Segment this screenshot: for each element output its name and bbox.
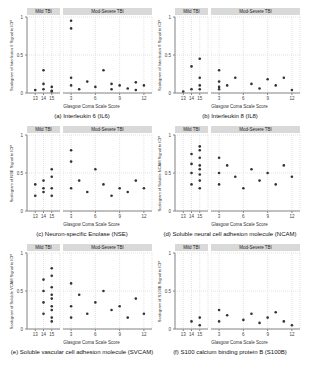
svg-text:15: 15 (197, 96, 203, 101)
svg-text:9: 9 (118, 214, 121, 219)
html-text:(b) Interleukin 8 (IL8): (b) Interleukin 8 (IL8) (202, 113, 258, 119)
svg-text:13: 13 (181, 332, 187, 337)
html-text:Scalogram of Interleukin 8 Sig: Scalogram of Interleukin 8 Signal to ICP (157, 20, 162, 91)
html-text:Mild TBI: Mild TBI (35, 245, 52, 250)
html-text:Glasgow Coma Scale Score: Glasgow Coma Scale Score (63, 104, 120, 109)
svg-text:12: 12 (289, 332, 295, 337)
html-text:Glasgow Coma Scale Score: Glasgow Coma Scale Score (211, 222, 268, 227)
html-text:Glasgow Coma Scale Score: Glasgow Coma Scale Score (63, 340, 120, 345)
svg-text:14: 14 (41, 332, 47, 337)
html-text:Mod-Severe TBI: Mod-Severe TBI (239, 245, 272, 250)
svg-text:9: 9 (118, 96, 121, 101)
svg-text:15: 15 (197, 332, 203, 337)
svg-text:0: 0 (20, 327, 23, 332)
html-text:Glasgow Coma Scale Score: Glasgow Coma Scale Score (63, 222, 120, 227)
svg-text:1: 1 (20, 133, 23, 138)
svg-text:13: 13 (33, 332, 39, 337)
html-text:Glasgow Coma Scale Score: Glasgow Coma Scale Score (211, 104, 268, 109)
svg-text:12: 12 (289, 214, 295, 219)
svg-text:12: 12 (141, 214, 147, 219)
svg-text:9: 9 (266, 332, 269, 337)
svg-text:6: 6 (94, 332, 97, 337)
svg-text:0.5: 0.5 (165, 171, 172, 176)
html-text:Mod-Severe TBI: Mod-Severe TBI (91, 127, 124, 132)
svg-text:6: 6 (242, 96, 245, 101)
svg-text:14: 14 (189, 332, 195, 337)
html-text:(e) Soluble vascular cell adhe: (e) Soluble vascular cell adhesion molec… (10, 349, 154, 355)
svg-text:12: 12 (289, 96, 295, 101)
html-text:Mild TBI: Mild TBI (35, 9, 52, 14)
html-text:(f) S100 calcium binding prote: (f) S100 calcium binding protein B (S100… (173, 349, 287, 355)
svg-text:1: 1 (168, 15, 171, 20)
svg-text:3: 3 (70, 214, 73, 219)
html-text:Mod-Severe TBI: Mod-Severe TBI (239, 127, 272, 132)
svg-text:9: 9 (266, 214, 269, 219)
html-text:Mod-Severe TBI: Mod-Severe TBI (91, 9, 124, 14)
svg-text:0.5: 0.5 (17, 289, 24, 294)
html-text:Mod-Severe TBI: Mod-Severe TBI (239, 9, 272, 14)
svg-text:0.5: 0.5 (165, 289, 172, 294)
svg-text:9: 9 (118, 332, 121, 337)
svg-text:14: 14 (41, 214, 47, 219)
svg-text:15: 15 (49, 214, 55, 219)
html-text:Mild TBI: Mild TBI (183, 245, 200, 250)
svg-text:1: 1 (168, 133, 171, 138)
svg-text:0.5: 0.5 (165, 53, 172, 58)
html-text:Mod-Severe TBI: Mod-Severe TBI (91, 245, 124, 250)
svg-text:9: 9 (266, 96, 269, 101)
svg-text:0.5: 0.5 (17, 53, 24, 58)
svg-text:1: 1 (168, 251, 171, 256)
svg-text:3: 3 (218, 332, 221, 337)
svg-text:3: 3 (218, 96, 221, 101)
svg-text:12: 12 (141, 332, 147, 337)
svg-text:14: 14 (189, 96, 195, 101)
svg-text:0.5: 0.5 (17, 171, 24, 176)
svg-text:6: 6 (242, 214, 245, 219)
svg-text:13: 13 (33, 96, 39, 101)
svg-text:3: 3 (70, 96, 73, 101)
svg-text:0: 0 (20, 209, 23, 214)
svg-text:0: 0 (168, 91, 171, 96)
html-text:(c) Neuron-specific Enolase (N: (c) Neuron-specific Enolase (NSE) (36, 231, 128, 237)
html-text:Mild TBI: Mild TBI (35, 127, 52, 132)
html-text:Scalogram of S100B Signal to I: Scalogram of S100B Signal to ICP (157, 260, 162, 323)
html-text:Mild TBI: Mild TBI (183, 127, 200, 132)
html-text:(d) Soluble neural cell adhesi: (d) Soluble neural cell adhesion molecul… (163, 231, 297, 237)
svg-text:15: 15 (197, 214, 203, 219)
html-text:Glasgow Coma Scale Score: Glasgow Coma Scale Score (211, 340, 268, 345)
svg-text:0: 0 (168, 209, 171, 214)
svg-text:15: 15 (49, 332, 55, 337)
html-text:(a) Interleukin 6 (IL6): (a) Interleukin 6 (IL6) (54, 113, 110, 119)
html-text:Mild TBI: Mild TBI (183, 9, 200, 14)
svg-text:13: 13 (33, 214, 39, 219)
html-text:Scalogram of Interleukin 6 Sig: Scalogram of Interleukin 6 Signal to ICP (9, 20, 14, 91)
svg-text:12: 12 (141, 96, 147, 101)
svg-text:0: 0 (20, 91, 23, 96)
svg-text:1: 1 (20, 251, 23, 256)
svg-text:3: 3 (218, 214, 221, 219)
svg-text:0: 0 (168, 327, 171, 332)
svg-text:13: 13 (181, 96, 187, 101)
svg-text:3: 3 (70, 332, 73, 337)
html-text:Scalogram of Soluble NCAM Sign: Scalogram of Soluble NCAM Signal to ICP (157, 135, 162, 212)
html-text:Scalogram of Soluble VCAM Sign: Scalogram of Soluble VCAM Signal to ICP (9, 253, 14, 330)
svg-text:14: 14 (41, 96, 47, 101)
svg-text:6: 6 (94, 214, 97, 219)
svg-text:15: 15 (49, 96, 55, 101)
svg-text:13: 13 (181, 214, 187, 219)
svg-text:14: 14 (189, 214, 195, 219)
html-text:Scalogram of NSE Signal to ICP: Scalogram of NSE Signal to ICP (9, 144, 14, 203)
svg-text:6: 6 (94, 96, 97, 101)
svg-text:6: 6 (242, 332, 245, 337)
svg-text:1: 1 (20, 15, 23, 20)
